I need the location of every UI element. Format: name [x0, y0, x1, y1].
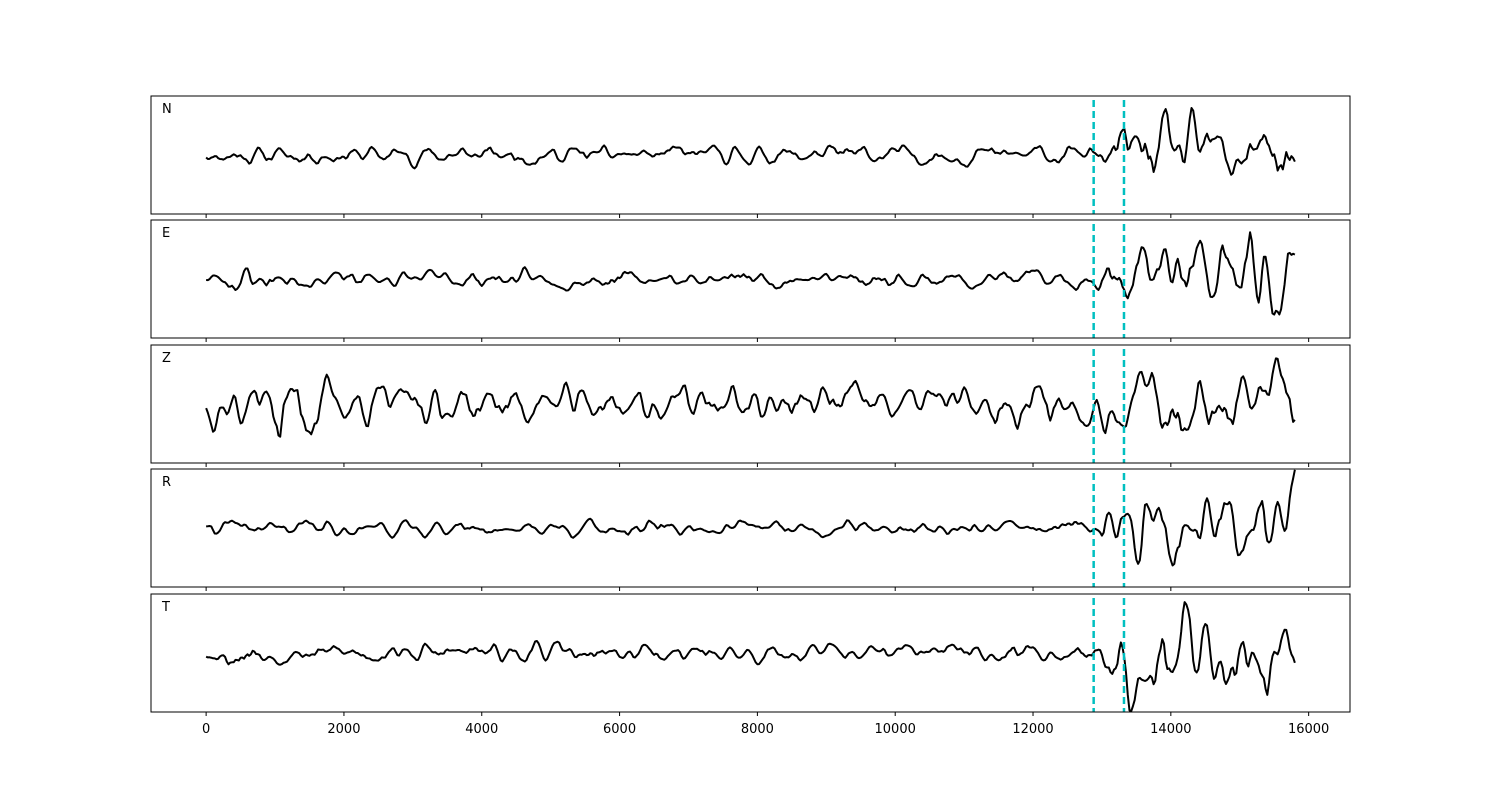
x-tick-label: 8000 — [741, 722, 774, 737]
panel-frame-E — [150, 219, 1351, 339]
panel-frame-R — [150, 468, 1351, 588]
x-tick-label: 6000 — [603, 722, 636, 737]
trace-panels: N E Z R T — [150, 95, 1351, 716]
trace-Z — [205, 357, 1296, 438]
panel-T: T — [150, 593, 1351, 716]
trace-E — [206, 231, 1296, 316]
panel-E: E — [150, 219, 1351, 342]
panel-label-T: T — [161, 600, 170, 615]
panel-N: N — [150, 95, 1351, 218]
x-tick-label: 2000 — [327, 722, 360, 737]
x-tick-label: 16000 — [1288, 722, 1329, 737]
panel-label-Z: Z — [162, 351, 171, 366]
x-tick-label: 0 — [202, 722, 210, 737]
x-tick-label: 4000 — [465, 722, 498, 737]
x-tick-label: 14000 — [1150, 722, 1191, 737]
panel-frame-N — [150, 95, 1351, 215]
panel-Z: Z — [150, 344, 1351, 467]
panel-label-E: E — [162, 226, 170, 241]
x-axis: 0 2000 4000 6000 8000 10000 12000 14000 16000 — [202, 722, 1329, 737]
trace-R — [206, 469, 1296, 567]
panel-label-R: R — [162, 475, 171, 490]
panel-frame-T — [150, 593, 1351, 713]
panel-frame-Z — [150, 344, 1351, 464]
trace-N — [205, 107, 1296, 176]
x-tick-label: 10000 — [875, 722, 916, 737]
panel-label-N: N — [162, 102, 172, 117]
trace-T — [205, 601, 1296, 712]
x-tick-label: 12000 — [1012, 722, 1053, 737]
panel-R: R — [150, 468, 1351, 591]
